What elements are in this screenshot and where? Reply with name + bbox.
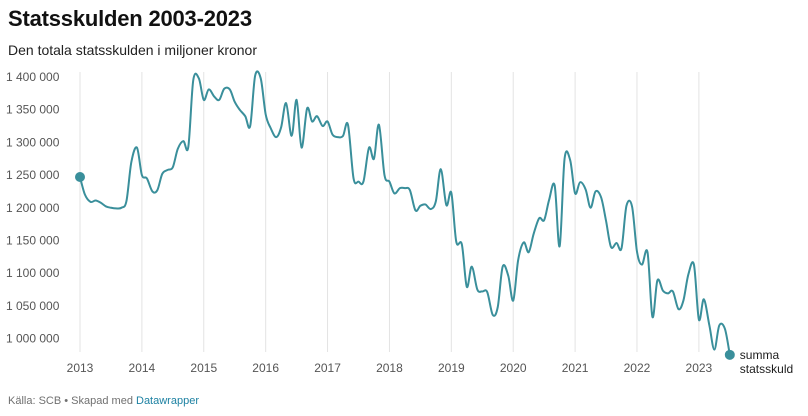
x-tick-label: 2014 <box>129 361 156 375</box>
y-tick-label: 1 200 000 <box>6 201 60 215</box>
source-credit: Källa: SCB <box>8 395 62 407</box>
footer: Källa: SCB • Skapad med Datawrapper <box>8 395 199 407</box>
series-end-marker <box>724 349 735 360</box>
x-tick-label: 2018 <box>376 361 403 375</box>
y-tick-label: 1 000 000 <box>6 332 60 346</box>
footer-separator: • <box>61 395 72 407</box>
y-tick-label: 1 250 000 <box>6 168 60 182</box>
made-with-text: Skapad med <box>71 395 133 407</box>
x-tick-label: 2022 <box>624 361 651 375</box>
chart-subtitle: Den totala statsskulden i miljoner krono… <box>8 42 258 58</box>
y-tick-label: 1 350 000 <box>6 103 60 117</box>
y-tick-label: 1 050 000 <box>6 299 60 313</box>
x-tick-label: 2019 <box>438 361 465 375</box>
series-label-line: summa <box>740 348 780 362</box>
y-tick-label: 1 150 000 <box>6 233 60 247</box>
y-tick-label: 1 300 000 <box>6 135 60 149</box>
series-label-line: statsskuld <box>740 362 793 376</box>
x-tick-label: 2016 <box>252 361 279 375</box>
datawrapper-link[interactable]: Datawrapper <box>136 395 199 407</box>
x-tick-label: 2021 <box>562 361 589 375</box>
series-line-summa-statsskuld <box>79 70 731 356</box>
y-tick-label: 1 400 000 <box>6 70 60 84</box>
x-tick-label: 2023 <box>686 361 713 375</box>
chart-title: Statsskulden 2003-2023 <box>8 6 252 31</box>
x-tick-label: 2017 <box>314 361 341 375</box>
series-end-label: summa statsskuld <box>740 348 793 376</box>
x-tick-label: 2020 <box>500 361 527 375</box>
y-tick-label: 1 100 000 <box>6 266 60 280</box>
x-tick-label: 2015 <box>190 361 217 375</box>
x-tick-label: 2013 <box>67 361 94 375</box>
series-start-marker <box>75 172 85 183</box>
